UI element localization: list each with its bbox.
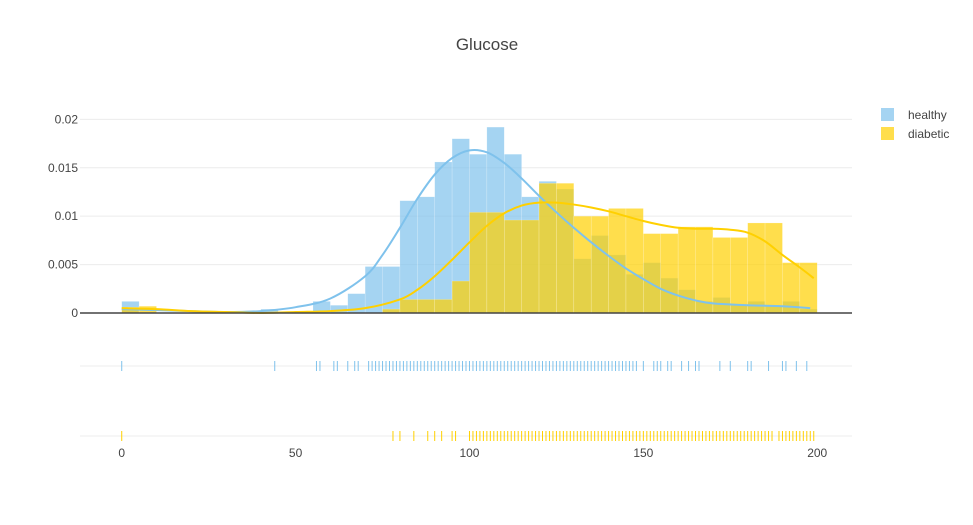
chart-title: Glucose: [456, 35, 518, 54]
x-tick-label: 50: [289, 446, 303, 460]
bar-diabetic[interactable]: [521, 219, 540, 314]
x-tick-label: 100: [459, 446, 479, 460]
bar-diabetic[interactable]: [590, 215, 609, 314]
histogram-bars: [121, 126, 818, 314]
axes: 0 0.005 0.01 0.015 0.02 0 50 100 150 200: [48, 112, 852, 460]
y-tick-label: 0.01: [55, 209, 79, 223]
legend-label-healthy[interactable]: healthy: [908, 108, 947, 122]
kde-curve-healthy[interactable]: [121, 148, 811, 314]
kde-curves: [121, 148, 815, 315]
bar-diabetic[interactable]: [399, 299, 418, 314]
legend[interactable]: healthy diabetic: [881, 108, 949, 141]
x-tick-label: 0: [118, 446, 125, 460]
x-tick-label: 150: [633, 446, 653, 460]
y-tick-label: 0.005: [48, 258, 78, 272]
bar-diabetic[interactable]: [625, 208, 644, 314]
bar-diabetic[interactable]: [417, 299, 435, 314]
bar-diabetic[interactable]: [608, 208, 627, 314]
bar-diabetic[interactable]: [712, 237, 731, 314]
y-tick-label: 0.02: [55, 112, 79, 126]
bar-diabetic[interactable]: [764, 222, 783, 314]
legend-label-diabetic[interactable]: diabetic: [908, 127, 949, 141]
legend-swatch-healthy[interactable]: [881, 108, 894, 121]
bar-diabetic[interactable]: [434, 299, 453, 314]
bar-diabetic[interactable]: [504, 219, 522, 314]
bar-diabetic[interactable]: [730, 237, 748, 314]
rug-plots: [121, 361, 815, 441]
kde-curve-diabetic[interactable]: [121, 201, 815, 315]
x-tick-label: 200: [807, 446, 827, 460]
y-tick-label: 0: [71, 306, 78, 320]
bar-diabetic[interactable]: [643, 233, 661, 314]
legend-swatch-diabetic[interactable]: [881, 127, 894, 140]
bar-healthy[interactable]: [382, 266, 401, 314]
bar-diabetic[interactable]: [660, 233, 679, 314]
y-tick-label: 0.015: [48, 161, 78, 175]
bar-diabetic[interactable]: [486, 212, 505, 314]
bar-diabetic[interactable]: [451, 280, 470, 314]
bar-healthy[interactable]: [434, 161, 453, 314]
bar-healthy[interactable]: [417, 196, 435, 314]
